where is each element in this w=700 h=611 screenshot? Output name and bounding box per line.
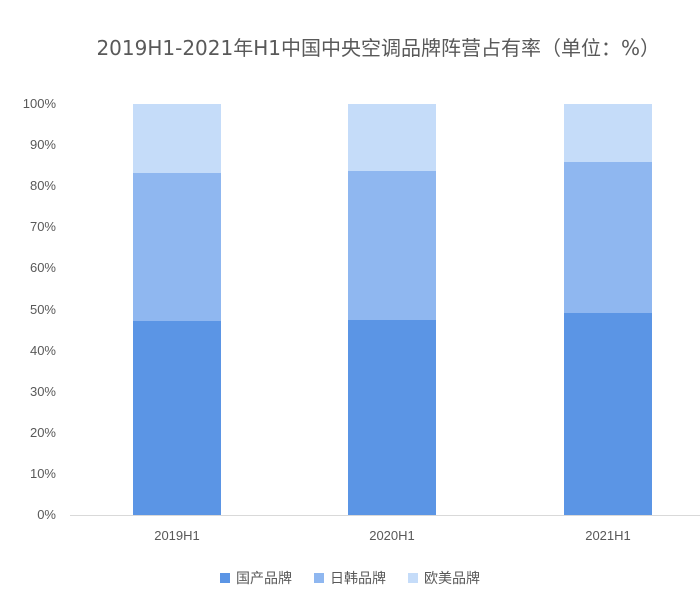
y-tick-label: 70%	[29, 219, 56, 235]
legend-label: 欧美品牌	[424, 571, 480, 587]
stacked-bar	[348, 104, 436, 515]
stacked-bar	[133, 104, 221, 515]
y-tick-label: 20%	[29, 424, 56, 440]
x-tick-label: 2020H1	[369, 528, 415, 543]
bar-segment	[133, 104, 221, 174]
y-tick-label: 0%	[37, 507, 56, 522]
legend-item: 日韩品牌	[314, 568, 386, 588]
y-tick-label: 50%	[29, 301, 56, 317]
x-tick-label: 2019H1	[154, 528, 200, 543]
y-tick-label: 60%	[29, 260, 56, 276]
y-tick-label: 100%	[22, 96, 56, 111]
legend-label: 国产品牌	[236, 571, 292, 587]
bar-segment	[133, 321, 221, 515]
stacked-bar	[564, 104, 652, 515]
y-tick-label: 80%	[29, 178, 56, 194]
legend-swatch-icon	[314, 573, 324, 583]
bar-segment	[348, 104, 436, 171]
legend-item: 国产品牌	[220, 568, 292, 588]
y-tick-label: 90%	[29, 137, 56, 153]
x-tick-label: 2021H1	[585, 528, 631, 543]
y-tick-label: 40%	[29, 342, 56, 358]
legend-swatch-icon	[408, 573, 418, 583]
bar-segment	[348, 171, 436, 321]
chart-title: 2019H1-2021年H1中国中央空调品牌阵营占有率（单位：%）	[96, 36, 660, 60]
bar-segment	[133, 173, 221, 322]
legend-label: 日韩品牌	[330, 571, 386, 587]
bar-segment	[564, 313, 652, 515]
x-axis-line	[70, 515, 700, 516]
y-tick-label: 10%	[29, 465, 56, 481]
legend-swatch-icon	[220, 573, 230, 583]
bar-segment	[348, 320, 436, 515]
bar-segment	[564, 104, 652, 162]
y-tick-label: 30%	[29, 383, 56, 399]
bar-segment	[564, 161, 652, 314]
legend-item: 欧美品牌	[408, 568, 480, 588]
legend: 国产品牌 日韩品牌 欧美品牌	[0, 568, 700, 588]
